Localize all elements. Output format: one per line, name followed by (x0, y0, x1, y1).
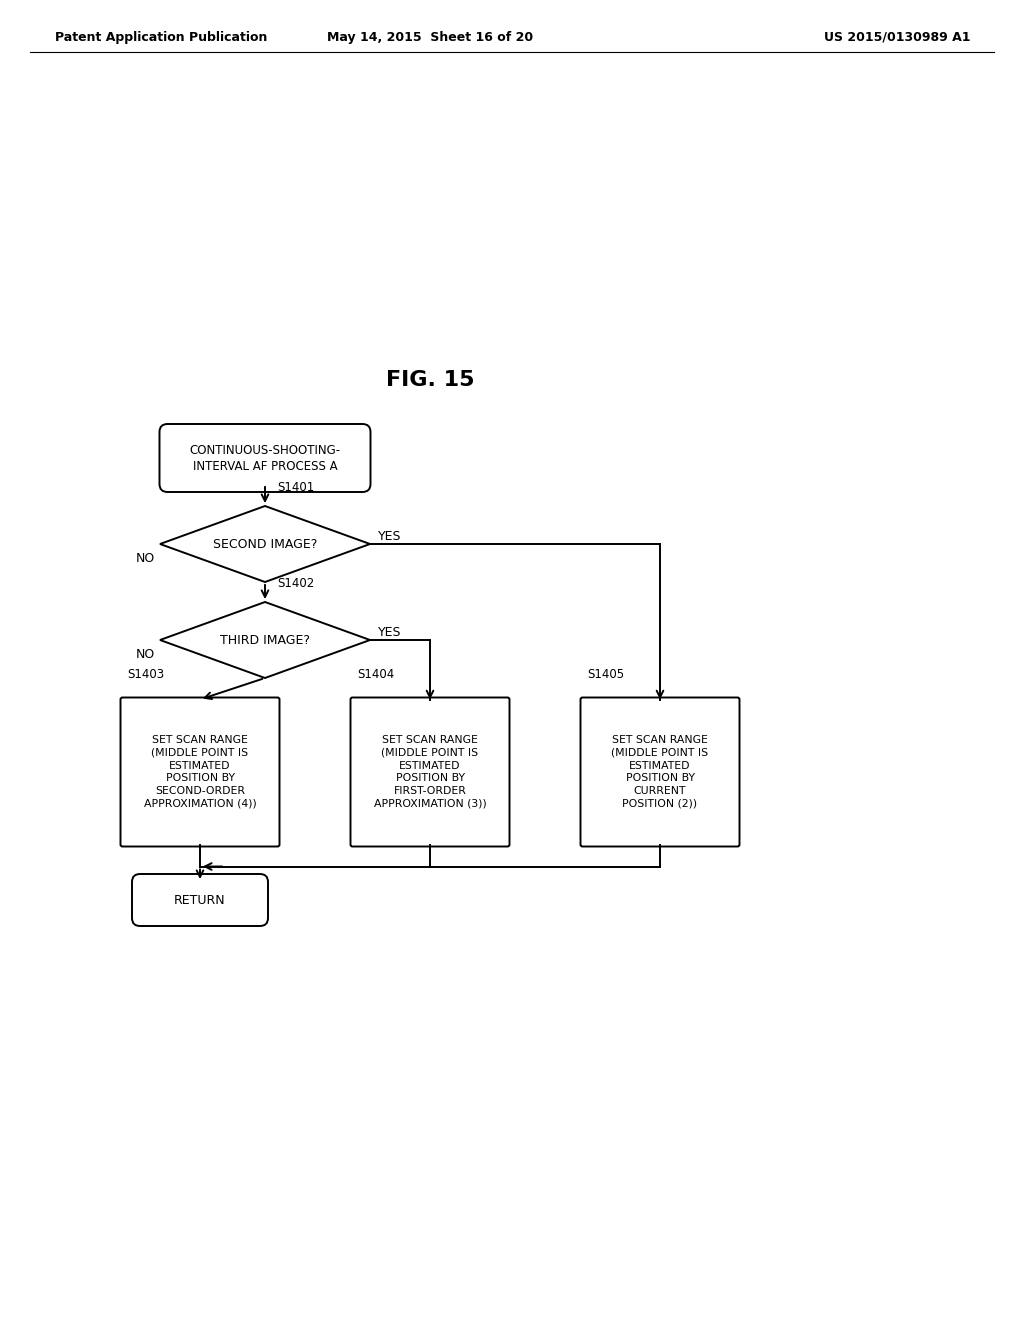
FancyBboxPatch shape (350, 697, 510, 846)
Text: RETURN: RETURN (174, 894, 226, 907)
Text: S1402: S1402 (278, 577, 314, 590)
Text: SECOND IMAGE?: SECOND IMAGE? (213, 537, 317, 550)
Text: FIG. 15: FIG. 15 (386, 370, 474, 389)
Text: S1401: S1401 (278, 480, 314, 494)
Text: S1405: S1405 (588, 668, 625, 681)
Text: S1404: S1404 (357, 668, 394, 681)
Polygon shape (160, 602, 370, 678)
Text: THIRD IMAGE?: THIRD IMAGE? (220, 634, 310, 647)
FancyBboxPatch shape (132, 874, 268, 927)
Text: YES: YES (378, 529, 401, 543)
Text: CONTINUOUS-SHOOTING-
INTERVAL AF PROCESS A: CONTINUOUS-SHOOTING- INTERVAL AF PROCESS… (189, 444, 341, 473)
Text: SET SCAN RANGE
(MIDDLE POINT IS
ESTIMATED
POSITION BY
SECOND-ORDER
APPROXIMATION: SET SCAN RANGE (MIDDLE POINT IS ESTIMATE… (143, 735, 256, 809)
FancyBboxPatch shape (160, 424, 371, 492)
Text: NO: NO (136, 648, 155, 661)
Text: SET SCAN RANGE
(MIDDLE POINT IS
ESTIMATED
POSITION BY
FIRST-ORDER
APPROXIMATION : SET SCAN RANGE (MIDDLE POINT IS ESTIMATE… (374, 735, 486, 809)
Text: US 2015/0130989 A1: US 2015/0130989 A1 (823, 30, 970, 44)
Polygon shape (160, 506, 370, 582)
Text: S1403: S1403 (128, 668, 165, 681)
Text: SET SCAN RANGE
(MIDDLE POINT IS
ESTIMATED
POSITION BY
CURRENT
POSITION (2)): SET SCAN RANGE (MIDDLE POINT IS ESTIMATE… (611, 735, 709, 809)
Text: Patent Application Publication: Patent Application Publication (55, 30, 267, 44)
Text: May 14, 2015  Sheet 16 of 20: May 14, 2015 Sheet 16 of 20 (327, 30, 534, 44)
Text: YES: YES (378, 626, 401, 639)
FancyBboxPatch shape (581, 697, 739, 846)
Text: NO: NO (136, 553, 155, 565)
FancyBboxPatch shape (121, 697, 280, 846)
